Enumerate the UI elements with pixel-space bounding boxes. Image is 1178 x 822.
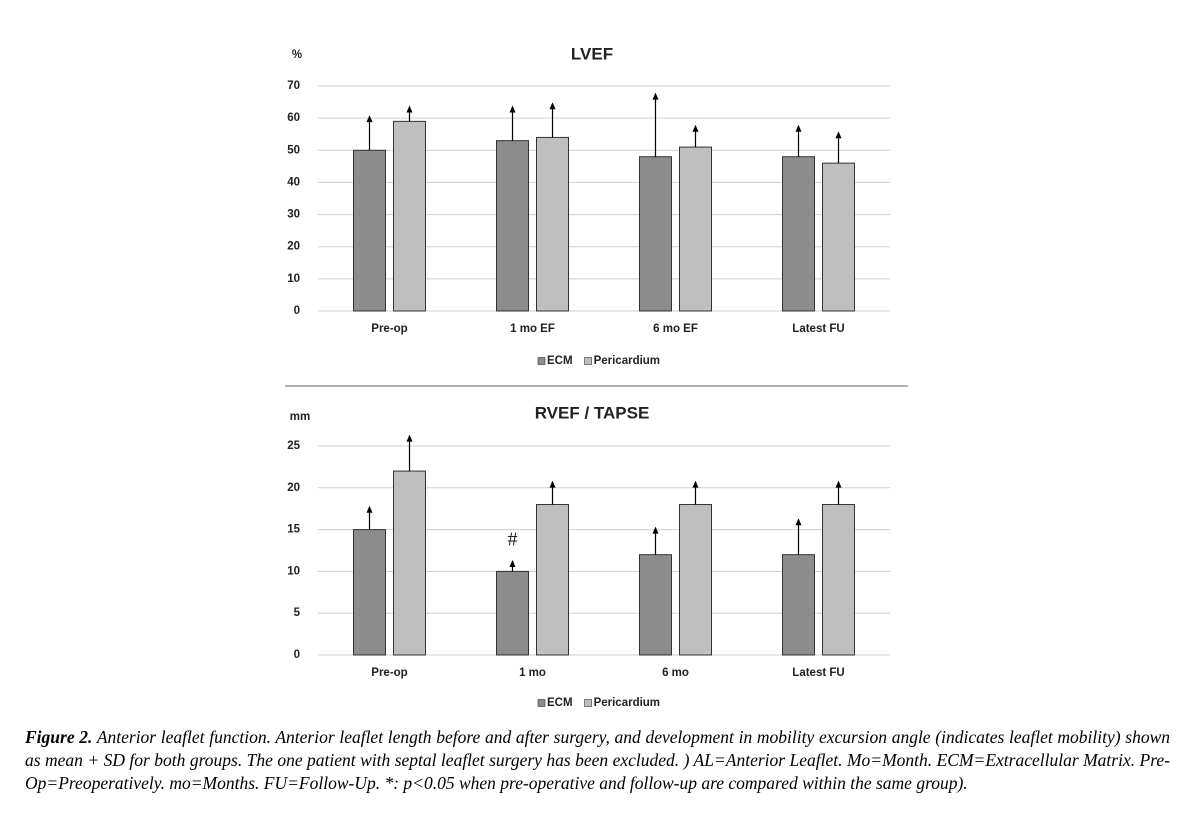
- y-tick-label: 70: [287, 80, 300, 92]
- error-arrowhead: [366, 115, 373, 123]
- bar: [536, 504, 569, 656]
- legend-label: ECM: [547, 697, 573, 709]
- legend-swatch: [537, 699, 546, 707]
- bar: [822, 162, 855, 312]
- bar: [782, 156, 815, 312]
- y-tick-label: 25: [287, 440, 300, 452]
- chart-title: RVEF / TAPSE: [535, 403, 650, 422]
- x-tick-label: 6 mo EF: [653, 323, 698, 335]
- y-tick-label: 5: [294, 607, 301, 619]
- y-tick-label: 0: [294, 305, 300, 317]
- x-tick-label: 1 mo EF: [510, 323, 555, 335]
- y-tick-label: 15: [287, 524, 300, 536]
- bar: [496, 570, 529, 656]
- bar: [393, 470, 426, 656]
- caption: Figure 2. Anterior leaflet function. Ant…: [25, 726, 1170, 795]
- x-tick-label: Pre-op: [371, 323, 407, 335]
- chart-title: LVEF: [571, 44, 613, 63]
- error-arrowhead: [795, 518, 802, 526]
- error-arrowhead: [835, 480, 842, 488]
- legend-swatch: [584, 699, 592, 707]
- caption-label: Figure 2.: [25, 727, 93, 747]
- x-tick-label: Pre-op: [371, 667, 407, 679]
- error-arrowhead: [692, 480, 699, 488]
- bar: [679, 146, 712, 312]
- y-tick-label: 20: [287, 482, 300, 494]
- y-tick-label: 10: [287, 565, 300, 577]
- bar: [822, 504, 855, 656]
- error-arrowhead: [406, 105, 413, 113]
- bar: [353, 149, 386, 312]
- bar: [393, 120, 426, 312]
- x-tick-label: Latest FU: [792, 667, 844, 679]
- error-arrowhead: [652, 92, 659, 100]
- y-tick-label: 60: [287, 112, 300, 124]
- error-arrowhead: [549, 102, 556, 110]
- error-arrowhead: [835, 131, 842, 139]
- y-tick-label: 20: [287, 241, 300, 253]
- bar: [353, 529, 386, 656]
- y-tick-label: 0: [294, 649, 300, 661]
- error-arrowhead: [366, 505, 373, 513]
- error-arrowhead: [652, 526, 659, 534]
- error-arrowhead: [692, 124, 699, 132]
- unit-label: mm: [290, 411, 310, 423]
- y-tick-label: 50: [287, 144, 300, 156]
- legend-swatch: [537, 357, 546, 365]
- error-arrowhead: [549, 480, 556, 488]
- unit-label: %: [292, 49, 302, 61]
- error-arrowhead: [509, 105, 516, 113]
- bar: [639, 156, 672, 312]
- bar: [782, 554, 815, 656]
- legend-label: Pericardium: [594, 355, 660, 367]
- bar: [679, 504, 712, 656]
- bar: [536, 136, 569, 312]
- bar: [496, 140, 529, 312]
- legend-label: Pericardium: [594, 697, 660, 709]
- y-tick-label: 30: [287, 209, 300, 221]
- legend-swatch: [584, 357, 592, 365]
- x-tick-label: 1 mo: [519, 667, 546, 679]
- caption-text: Anterior leaflet function. Anterior leaf…: [25, 727, 1170, 793]
- error-arrowhead: [406, 434, 413, 442]
- y-tick-label: 40: [287, 176, 300, 188]
- legend-label: ECM: [547, 355, 573, 367]
- bar: [639, 554, 672, 656]
- annotation: #: [508, 529, 518, 551]
- error-arrowhead: [509, 560, 516, 568]
- x-tick-label: 6 mo: [662, 667, 689, 679]
- y-tick-label: 10: [287, 273, 300, 285]
- error-arrowhead: [795, 124, 802, 132]
- x-tick-label: Latest FU: [792, 323, 844, 335]
